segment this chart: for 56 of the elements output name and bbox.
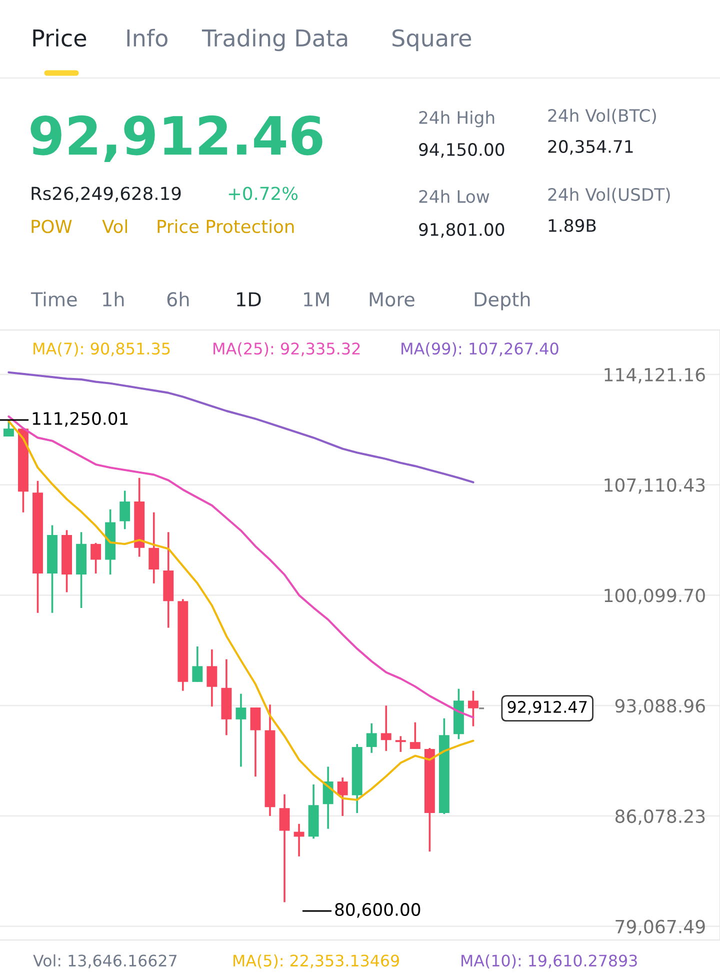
text: Trading Data (202, 28, 348, 52)
candlestick (294, 822, 304, 858)
text: 1M (304, 292, 329, 306)
candlestick (90, 542, 102, 574)
text: Vol: 13,646.16627 (33, 954, 177, 968)
annotation: 111,250.01 (32, 412, 128, 427)
text: Time (30, 292, 77, 307)
y-tick-label: 114,121.16 (604, 368, 705, 384)
candlestick (380, 704, 392, 752)
text: Depth (474, 292, 530, 310)
text: MA(25): 92,335.32 (214, 342, 360, 357)
line-series (8, 371, 474, 484)
text: 1h (103, 292, 124, 306)
text: Price (33, 28, 86, 47)
y-tick-label: 93,088.96 (615, 699, 705, 715)
candlestick (395, 735, 406, 753)
candlestick (468, 690, 478, 728)
text: 24h Vol(BTC) (548, 108, 656, 124)
candlestick (366, 722, 377, 754)
text: Vol (102, 219, 127, 234)
text: MA(5): 22,353.13469 (234, 954, 399, 968)
text: +0.72% (228, 186, 298, 200)
candlestick (250, 706, 261, 778)
y-tick-label: 107,110.43 (604, 478, 705, 494)
text: Rs26,249,628.19 (32, 186, 181, 202)
ref-line-label: 92,912.47 (508, 700, 587, 715)
candlestick (337, 776, 348, 817)
text: 24h Low (419, 190, 490, 203)
candlestick (206, 648, 218, 708)
y-tick-label: 86,078.23 (615, 809, 705, 825)
candlestick (192, 646, 203, 683)
text: POW (32, 220, 72, 234)
candlestick (410, 721, 420, 750)
text: MA(99): 107,267.40 (402, 342, 558, 357)
text: More (370, 292, 414, 307)
text: 1.89B (548, 219, 596, 232)
text: Price Protection (158, 219, 294, 234)
y-tick-label: 79,067.49 (616, 920, 705, 936)
text: 92,912.46 (30, 115, 322, 162)
text: 1D (237, 292, 261, 306)
text: 6h (167, 292, 189, 307)
candlestick (120, 490, 130, 530)
text: 20,354.71 (548, 140, 633, 155)
candlestick (148, 511, 160, 584)
text: MA(10): 19,610.27893 (462, 954, 637, 968)
y-tick-label: 100,099.70 (604, 588, 705, 604)
text: Square (392, 29, 472, 52)
text: MA(7): 90,851.35 (34, 342, 170, 357)
text: Info (127, 28, 168, 47)
text: 24h High (419, 110, 494, 128)
annotation: 80,600.00 (335, 903, 420, 918)
text: 91,801.00 (419, 223, 504, 238)
candlestick (236, 692, 246, 768)
text: 94,150.00 (419, 143, 504, 158)
text: 24h Vol(USDT) (548, 188, 670, 203)
candlestick (279, 793, 290, 904)
